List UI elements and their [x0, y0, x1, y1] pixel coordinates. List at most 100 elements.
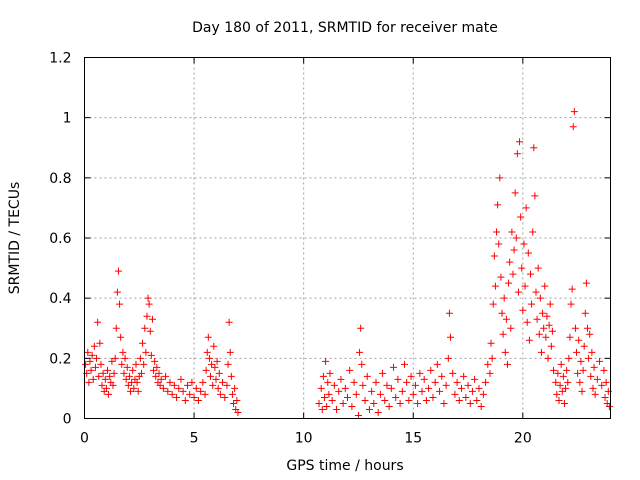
- data-point: [588, 348, 596, 356]
- data-point: [523, 318, 531, 326]
- data-point: [190, 393, 198, 401]
- data-point: [444, 354, 452, 362]
- data-point: [602, 378, 610, 386]
- data-point: [333, 405, 341, 413]
- data-point: [491, 282, 499, 290]
- x-tick-label: 0: [80, 431, 89, 447]
- y-tick-label: 0.6: [49, 231, 71, 247]
- data-point: [596, 357, 604, 365]
- data-point: [493, 228, 501, 236]
- data-point: [517, 213, 525, 221]
- data-point: [143, 312, 151, 320]
- data-point: [398, 387, 406, 395]
- data-point: [466, 399, 474, 407]
- data-point: [318, 405, 326, 413]
- data-point: [124, 381, 132, 389]
- data-point: [449, 369, 457, 377]
- data-point: [181, 396, 189, 404]
- data-point: [216, 390, 224, 398]
- data-point: [226, 348, 234, 356]
- data-point: [489, 300, 497, 308]
- data-point: [139, 339, 147, 347]
- data-point: [403, 378, 411, 386]
- data-point: [396, 399, 404, 407]
- data-point: [553, 390, 561, 398]
- data-point: [508, 228, 516, 236]
- y-tick-label: 0.4: [49, 291, 71, 307]
- y-tick-label: 1.2: [49, 51, 71, 67]
- data-point: [501, 348, 509, 356]
- data-point: [328, 396, 336, 404]
- data-point: [550, 366, 558, 374]
- data-point: [164, 387, 172, 395]
- data-point: [438, 372, 446, 380]
- data-point: [536, 294, 544, 302]
- data-point: [529, 228, 537, 236]
- data-point: [147, 351, 155, 359]
- data-point: [98, 381, 106, 389]
- data-point: [560, 399, 568, 407]
- data-point: [106, 372, 114, 380]
- data-point: [350, 378, 358, 386]
- data-point: [505, 279, 513, 287]
- data-point: [346, 366, 354, 374]
- data-point: [482, 378, 490, 386]
- data-point: [157, 375, 165, 383]
- data-point: [568, 285, 576, 293]
- data-point: [490, 252, 498, 260]
- y-tick-label: 1: [63, 111, 72, 127]
- data-point: [357, 324, 365, 332]
- data-point: [341, 384, 349, 392]
- data-point: [416, 369, 424, 377]
- data-point: [155, 369, 163, 377]
- data-point: [219, 378, 227, 386]
- data-point: [537, 348, 545, 356]
- data-point: [567, 300, 575, 308]
- data-point: [87, 366, 95, 374]
- data-point: [112, 324, 120, 332]
- data-point: [507, 324, 515, 332]
- data-point: [544, 354, 552, 362]
- data-point: [325, 390, 333, 398]
- data-point: [330, 381, 338, 389]
- data-point: [159, 384, 167, 392]
- data-point: [122, 375, 130, 383]
- data-point: [339, 399, 347, 407]
- data-point: [358, 360, 366, 368]
- data-point: [153, 363, 161, 371]
- data-point: [407, 372, 415, 380]
- data-point: [337, 375, 345, 383]
- data-point: [140, 360, 148, 368]
- data-point: [554, 369, 562, 377]
- data-point: [194, 396, 202, 404]
- data-point: [148, 315, 156, 323]
- data-point: [499, 330, 507, 338]
- data-point: [379, 369, 387, 377]
- data-point: [224, 360, 232, 368]
- data-point: [533, 315, 541, 323]
- data-point: [484, 360, 492, 368]
- data-point: [514, 288, 522, 296]
- data-point: [320, 393, 328, 401]
- data-point: [512, 234, 520, 242]
- x-tick-label: 5: [190, 431, 199, 447]
- data-point: [173, 393, 181, 401]
- data-point: [137, 369, 145, 377]
- data-point: [134, 387, 142, 395]
- data-point: [462, 393, 470, 401]
- data-point: [539, 309, 547, 317]
- data-point: [113, 288, 121, 296]
- data-point: [571, 324, 579, 332]
- data-point: [427, 366, 435, 374]
- data-point: [580, 342, 588, 350]
- data-point: [521, 282, 529, 290]
- data-point: [587, 372, 595, 380]
- data-point: [453, 378, 461, 386]
- data-point: [497, 273, 505, 281]
- data-point: [581, 309, 589, 317]
- data-point: [359, 381, 367, 389]
- data-point: [95, 372, 103, 380]
- data-point: [495, 240, 503, 248]
- data-point: [420, 375, 428, 383]
